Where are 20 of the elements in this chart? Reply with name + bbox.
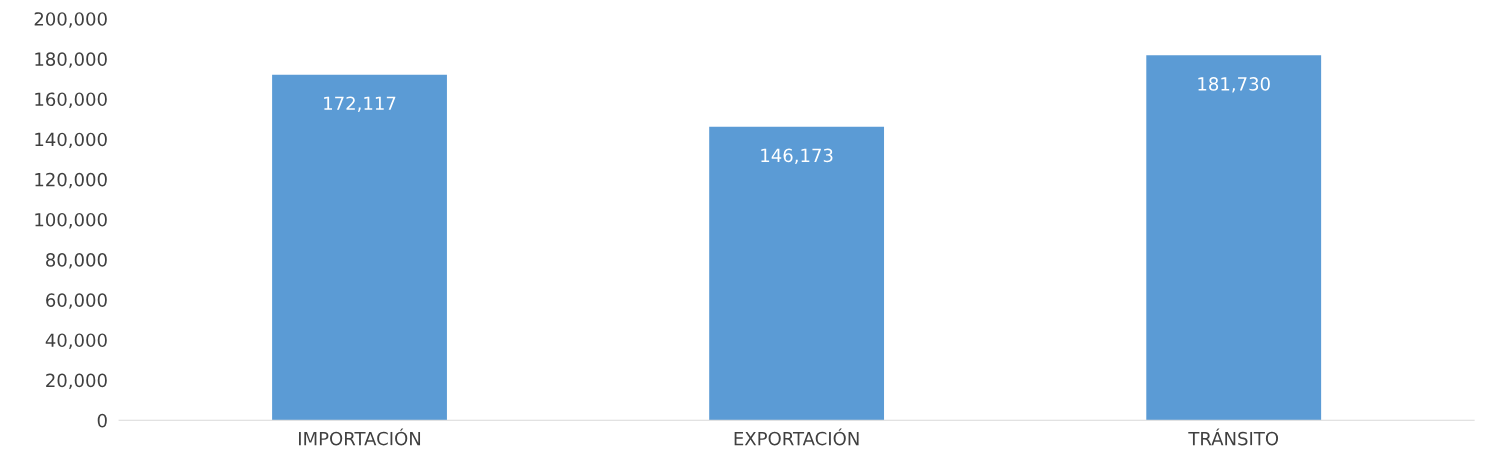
- bar: [1146, 55, 1322, 421]
- y-tick-label: 200,000: [34, 12, 107, 28]
- x-tick-label: TRÁNSITO: [1188, 428, 1279, 446]
- x-tick-label: IMPORTACIÓN: [299, 428, 421, 446]
- bar: [272, 74, 447, 421]
- y-tick-label: 160,000: [35, 92, 107, 108]
- x-tick-label: EXPORTACIÓN: [734, 428, 859, 446]
- y-tick-label: 60,000: [46, 293, 107, 309]
- y-tick-label: 180,000: [35, 52, 107, 68]
- data-label: 172,117: [324, 96, 396, 112]
- y-tick-label: 140,000: [35, 132, 107, 149]
- y-tick-label: 0: [97, 413, 107, 428]
- y-tick-label: 20,000: [46, 373, 107, 390]
- y-tick-label: 120,000: [35, 172, 107, 189]
- y-tick-label: 100,000: [35, 212, 107, 229]
- y-tick-label: 40,000: [45, 333, 107, 349]
- bar: [709, 126, 885, 421]
- data-label: 181,730: [1198, 77, 1270, 93]
- y-tick-label: 80,000: [46, 253, 107, 269]
- data-label: 146,173: [761, 148, 833, 164]
